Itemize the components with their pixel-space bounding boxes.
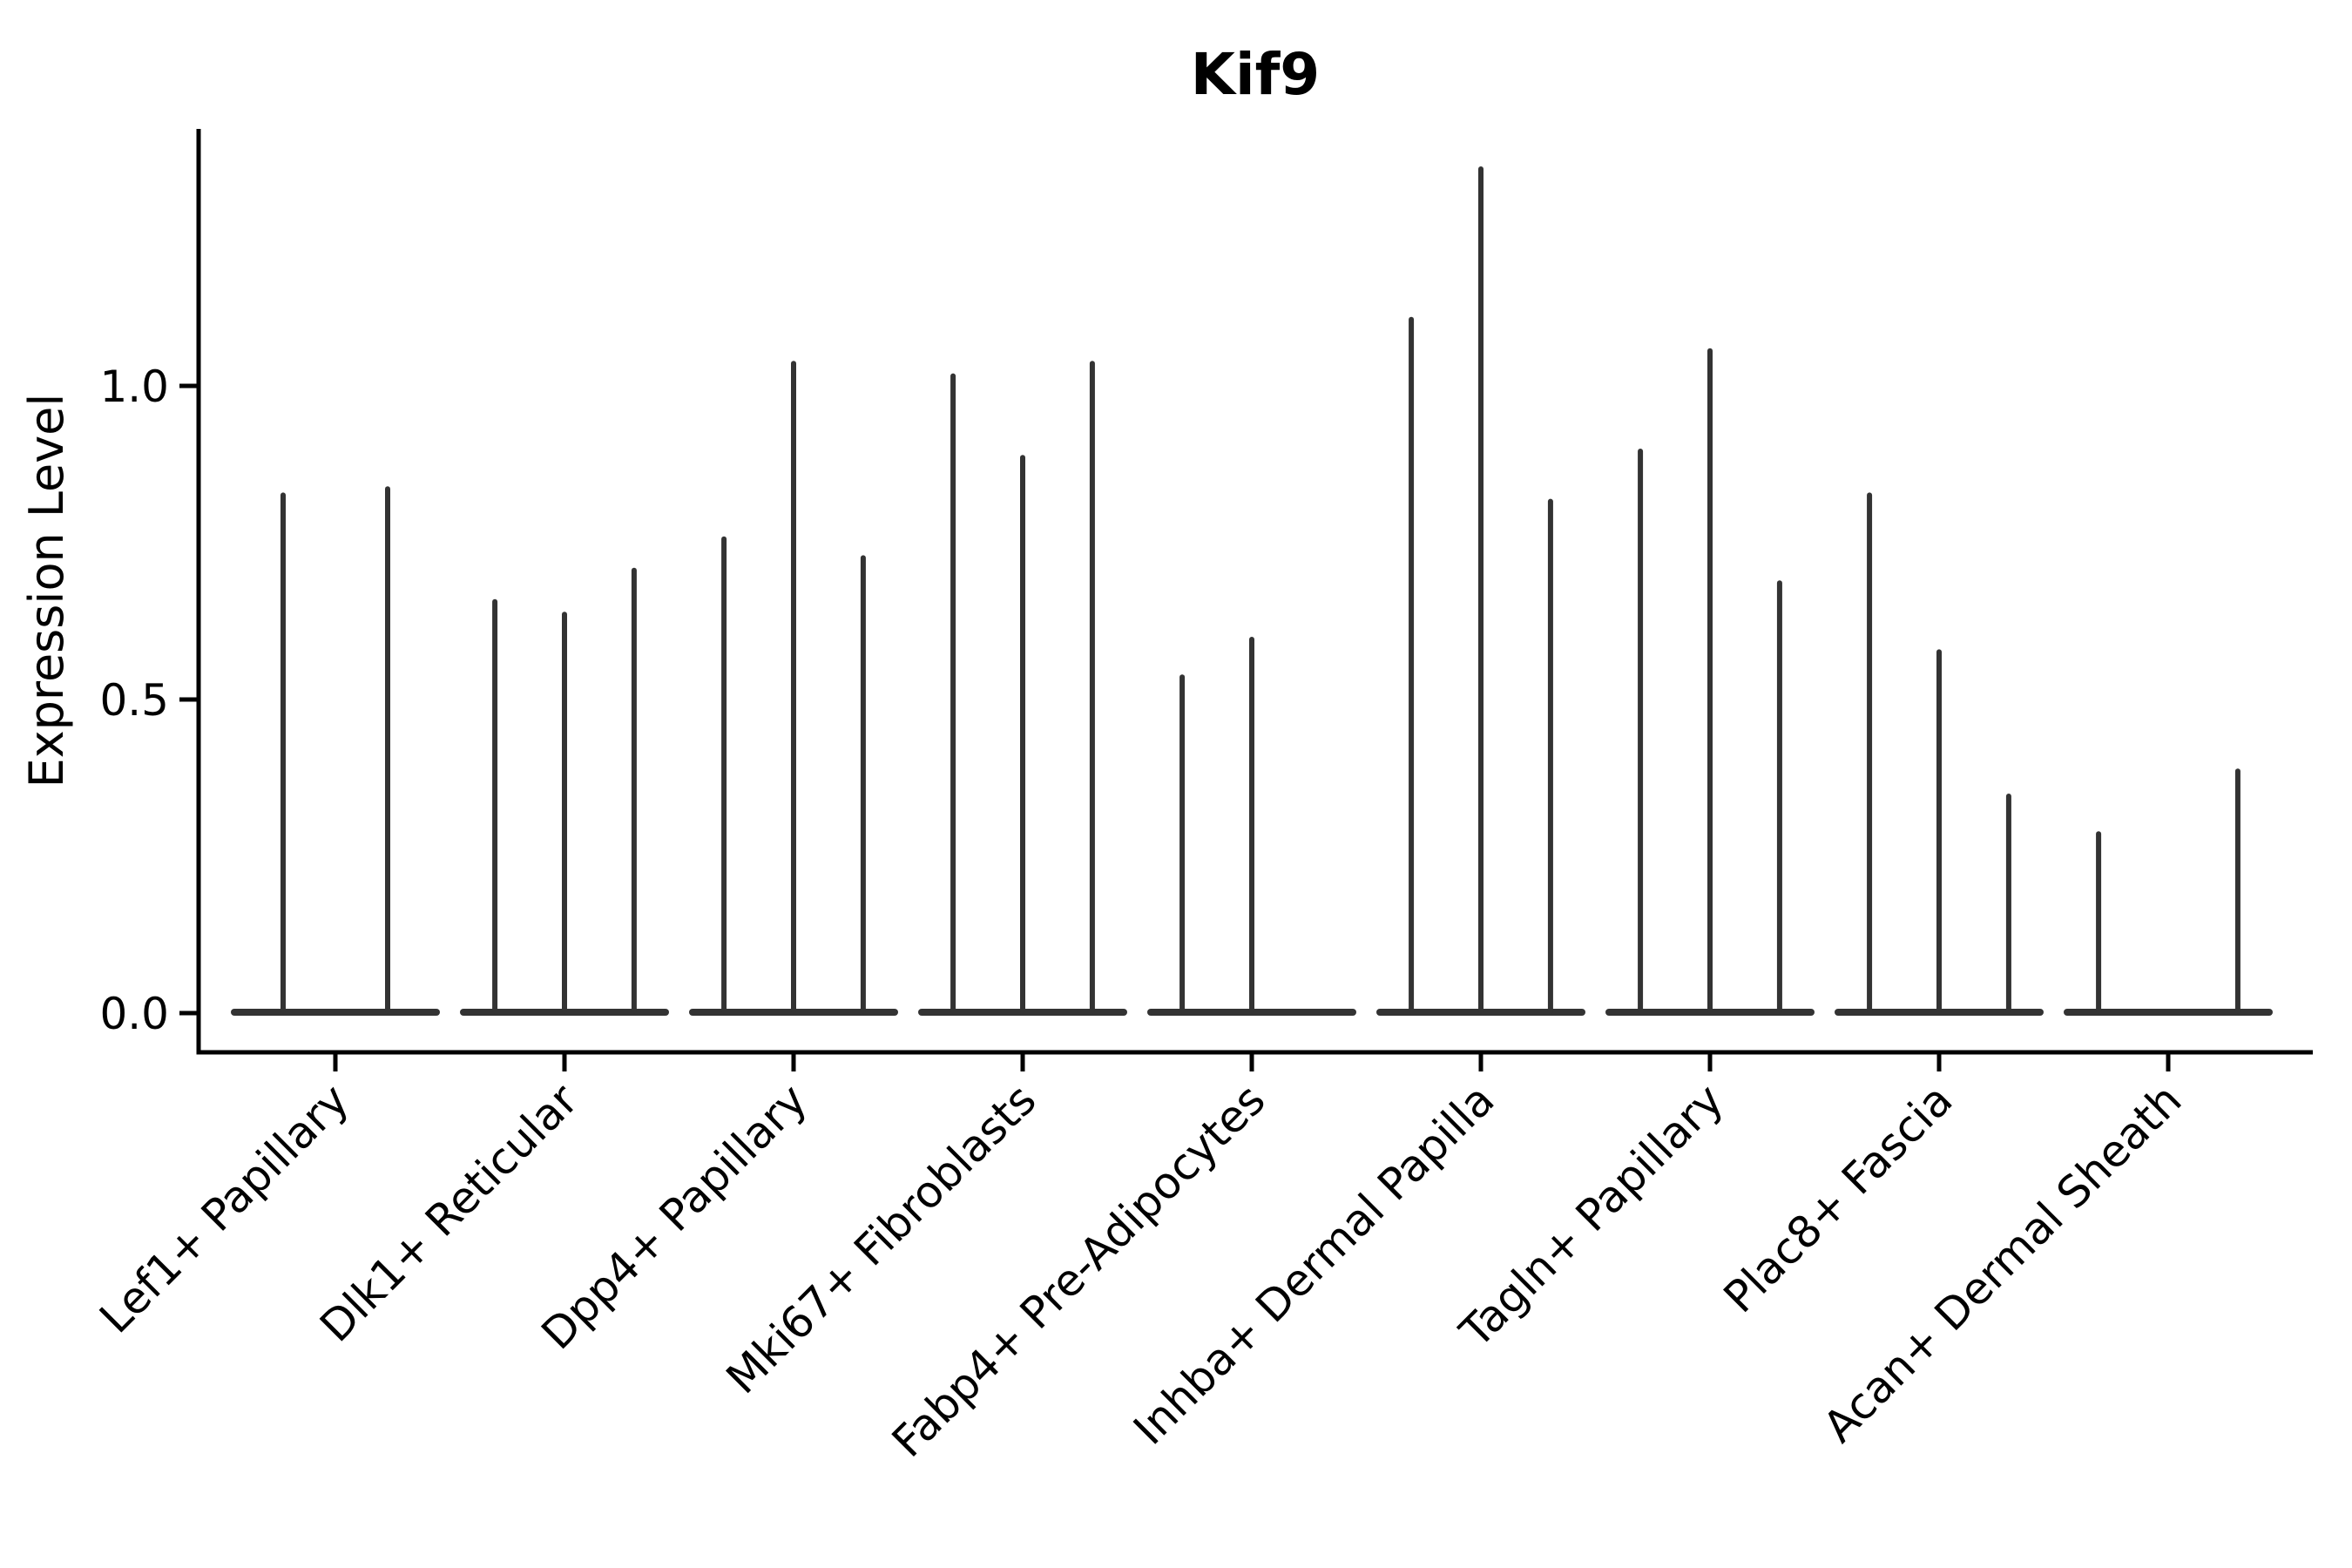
x-tick-label: Fabp4+ Pre-Adipocytes	[882, 1074, 1275, 1467]
violin-base	[2064, 1009, 2273, 1016]
y-tick-label: 1.0	[99, 362, 169, 412]
chart-title: Kif9	[1191, 41, 1320, 108]
violin-base	[231, 1009, 440, 1016]
x-tick-label: Lef1+ Papillary	[90, 1074, 358, 1342]
y-tick-label: 0.5	[99, 675, 169, 726]
x-tick-label: Plac8+ Fascia	[1714, 1074, 1963, 1322]
y-tick-label: 0.0	[99, 989, 169, 1039]
y-axis-label: Expression Level	[19, 394, 74, 788]
